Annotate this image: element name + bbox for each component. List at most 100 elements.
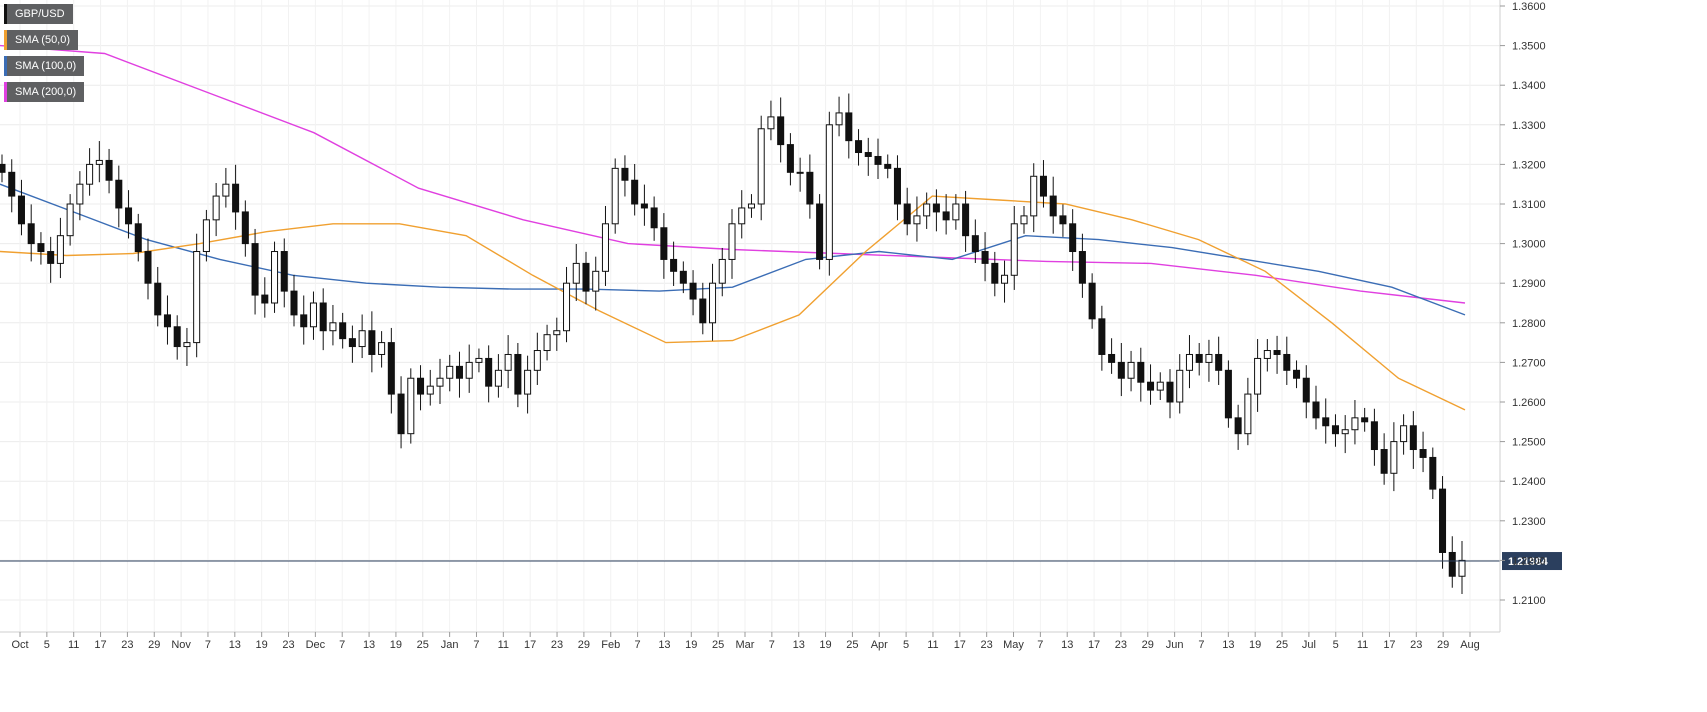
candle (1001, 260, 1009, 303)
y-tick-label: 1.3500 (1512, 41, 1546, 53)
y-tick-label: 1.3400 (1512, 80, 1546, 92)
candle-body-up (738, 207, 746, 225)
candle-body-down (893, 167, 901, 205)
candle-body-up (718, 258, 726, 284)
candle (134, 213, 142, 262)
candle (1166, 369, 1174, 419)
candle-body-down (971, 235, 979, 253)
candle (163, 295, 171, 345)
legend-item-sma50: SMA (50,0) (4, 30, 79, 50)
candle-body-down (1409, 425, 1417, 451)
candle (1010, 205, 1018, 290)
candle (222, 167, 230, 208)
candle-body-up (1341, 429, 1349, 435)
candle-body-up (553, 330, 561, 336)
candle (173, 315, 181, 360)
candle-body-down (699, 298, 707, 324)
candle-body-up (95, 159, 103, 165)
x-tick-label: Mar (736, 639, 755, 651)
candle (280, 238, 288, 308)
sma-100-path (0, 183, 1466, 316)
candle-body-down (1331, 425, 1339, 435)
candle (115, 165, 123, 228)
candle (290, 274, 298, 327)
candle (1127, 350, 1135, 392)
x-tick-label: 19 (819, 639, 831, 651)
x-tick-label: Feb (601, 639, 620, 651)
candle-body-up (271, 251, 279, 304)
x-tick-label: Jan (441, 639, 459, 651)
legend-item-sma200: SMA (200,0) (4, 82, 85, 102)
candle (309, 291, 317, 340)
candle-body-down (650, 207, 658, 229)
candle-body-down (845, 112, 853, 142)
x-tick-label: 25 (1276, 639, 1288, 651)
legend-swatch (4, 82, 7, 102)
candle-body-down (1117, 361, 1125, 379)
candle-body-up (446, 365, 454, 379)
candle (17, 179, 25, 236)
candle-body-up (543, 334, 551, 352)
legend-label: GBP/USD (15, 8, 65, 20)
candle-body-down (679, 270, 687, 284)
candle-body-down (855, 140, 863, 154)
x-tick-label: 13 (1222, 639, 1234, 651)
candle (971, 219, 979, 264)
candle-body-up (86, 163, 94, 185)
candle (864, 137, 872, 176)
candle (86, 148, 94, 196)
candle-body-down (115, 179, 123, 209)
x-tick-label: 5 (1333, 639, 1339, 651)
x-tick-label: Oct (11, 639, 28, 651)
candle-body-down (1429, 456, 1437, 490)
x-tick-label: 7 (635, 639, 641, 651)
candle-body-up (563, 282, 571, 332)
candle-body-up (193, 251, 201, 344)
x-tick-label: 19 (390, 639, 402, 651)
candle-body-down (874, 155, 882, 165)
candle (1117, 342, 1125, 397)
legend: GBP/USD SMA (50,0) SMA (100,0) SMA (200,… (4, 4, 85, 108)
candle-body-down (660, 227, 668, 260)
x-tick-label: 19 (256, 639, 268, 651)
candle-body-down (455, 365, 463, 379)
candle-body-down (37, 243, 45, 253)
candle-body-up (212, 195, 220, 221)
candle (855, 129, 863, 166)
candle (1098, 305, 1106, 371)
candle-body-down (1361, 417, 1369, 423)
last-price-tag-bg (1502, 552, 1562, 571)
candle (1458, 540, 1466, 595)
candle (1293, 360, 1301, 389)
candle (1020, 205, 1028, 234)
candle (1176, 354, 1184, 414)
candle (903, 187, 911, 236)
y-tick-label: 1.2500 (1512, 437, 1546, 449)
candle-body-down (816, 203, 824, 260)
y-tick-label: 1.3100 (1512, 199, 1546, 211)
candle (1390, 422, 1398, 492)
x-tick-label: Aug (1460, 639, 1480, 651)
y-tick-label: 1.3200 (1512, 159, 1546, 171)
candle (1302, 365, 1310, 419)
candle (1234, 404, 1242, 450)
candle-body-up (436, 377, 444, 387)
candle-body-down (1147, 381, 1155, 391)
y-axis: 1.3600 1.3500 1.3400 1.3300 1.3200 1.3100 1.30… (1499, 0, 1546, 632)
candle (1030, 163, 1038, 233)
candle (835, 96, 843, 137)
candle-body-up (767, 116, 775, 130)
candle (981, 232, 989, 282)
candle-body-down (241, 211, 249, 245)
candle (465, 344, 473, 393)
candle (154, 266, 162, 327)
candle-body-down (1088, 282, 1096, 320)
candle-body-up (1030, 175, 1038, 217)
candle-body-down (786, 144, 794, 173)
candle-body-up (825, 124, 833, 260)
candle-body-down (1224, 369, 1232, 419)
candle (378, 331, 386, 368)
candle (767, 100, 775, 141)
candle (1283, 336, 1291, 385)
x-tick-label: 29 (148, 639, 160, 651)
